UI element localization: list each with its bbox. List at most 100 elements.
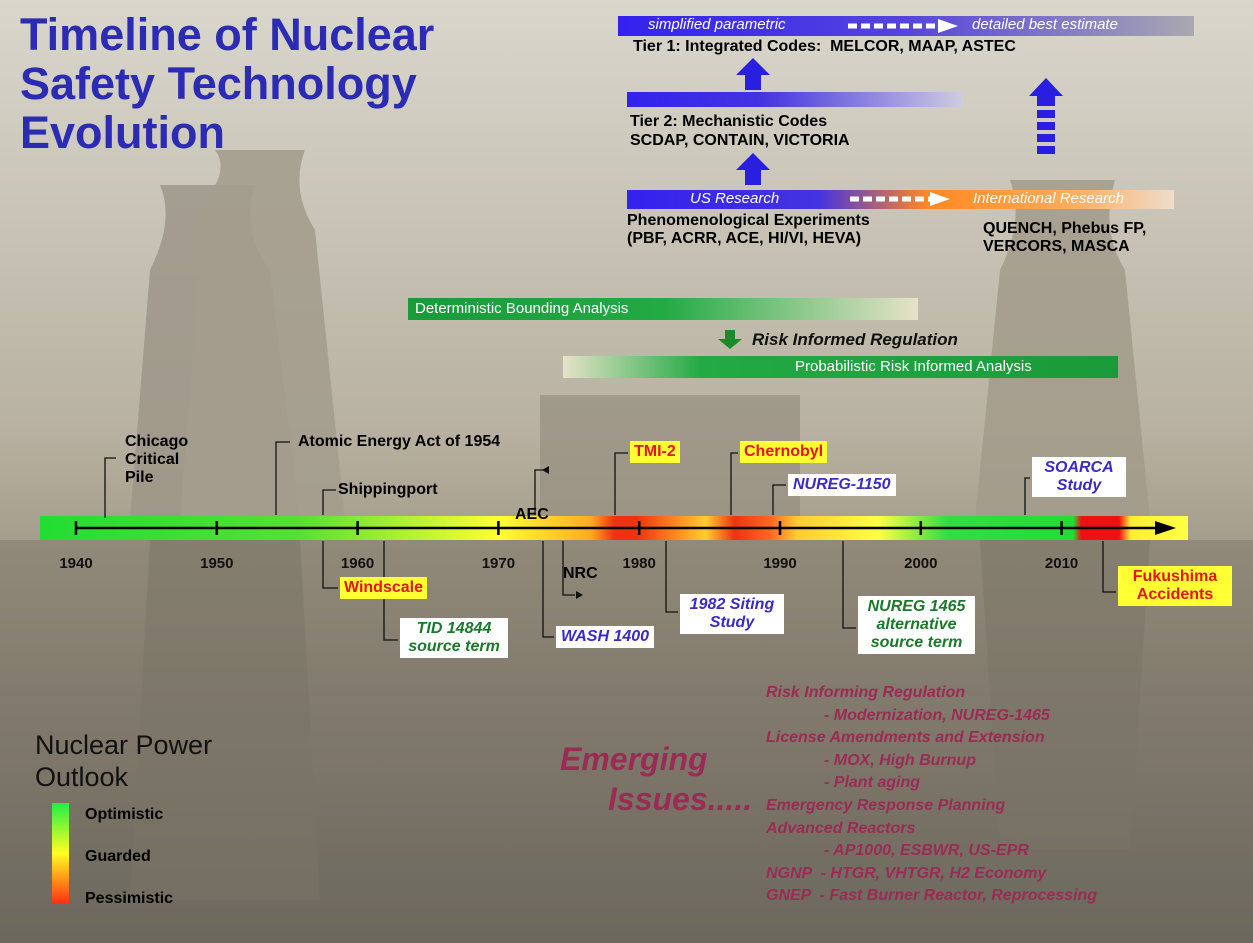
connector [542,541,554,638]
year-label: 2000 [904,555,938,572]
event-line: source term [408,637,500,655]
event-line: Study [1056,476,1102,494]
issue-line: Advanced Reactors [766,819,916,837]
legend-scale [52,803,69,903]
legend-item: Guarded [85,848,151,865]
year-label: 1980 [622,555,656,572]
tier1-label: Tier 1: Integrated Codes: MELCOR, MAAP, … [633,38,1016,55]
event-label: Pile [125,469,154,486]
research-bar [627,190,1174,209]
tier2-label: Tier 2: Mechanistic Codes [630,113,828,130]
connector [772,484,786,515]
legend-item: Optimistic [85,806,164,823]
dash [1037,122,1055,130]
event-line: SOARCA [1044,459,1114,476]
down-arrow [718,330,742,349]
tier2-bar [627,92,963,107]
event-label: NRC [563,565,598,582]
tick-group [74,521,1063,535]
issue-line: License Amendments and Extension [766,729,1045,747]
connector [322,489,336,515]
connector [842,541,856,629]
event-box: Windscale [340,577,427,599]
issue-line: Emergency Response Planning [766,797,1006,814]
event-line: alternative [876,615,957,633]
arrow-head [930,192,950,206]
year-label: 1940 [59,555,93,572]
issue-line: - AP1000, ESBWR, US-EPR [824,842,1029,860]
experiments-label: Phenomenological Experiments [627,212,870,229]
bar-label: Deterministic Bounding Analysis [415,300,629,317]
probabilistic-bar [563,356,1118,378]
legend-title: Outlook [35,762,129,792]
event-box: TMI-2 [630,441,680,463]
issue-line: - MOX, High Burnup [824,751,976,769]
experiments-label: (PBF, ACRR, ACE, HI/VI, HEVA) [627,230,862,247]
transition-label: Risk Informed Regulation [752,330,958,349]
event-box: SOARCA Study [1032,457,1126,497]
event-box: 1982 Siting Study [680,594,784,634]
connector [562,541,575,596]
legend-item: Pessimistic [85,890,174,907]
emerging-title: Issues..... [608,781,753,817]
arrow-head [938,19,958,33]
connector [1102,541,1116,593]
tier2-label: SCDAP, CONTAIN, VICTORIA [630,132,850,149]
year-label: 1960 [340,555,375,572]
axis-arrow [1155,521,1176,535]
legend-title: Nuclear Power [35,730,213,760]
event-box: TID 14844 source term [400,618,508,658]
connector [104,457,116,518]
event-line: NUREG 1465 [867,598,966,615]
international-label: QUENCH, Phebus FP, [983,220,1147,237]
event-line: TID 14844 [416,620,492,637]
connector [534,469,545,515]
arrow-head [576,591,583,599]
event-line: 1982 Siting [689,596,775,613]
dash [1037,146,1055,154]
year-label: 1950 [200,555,234,572]
event-line: Accidents [1136,585,1214,603]
dash [1037,110,1055,118]
connector [322,541,338,589]
deterministic-bar [408,298,918,320]
bar-label: detailed best estimate [972,16,1118,33]
dash [1037,134,1055,142]
event-box: Chernobyl [740,441,828,463]
event-box: WASH 1400 [556,626,655,648]
issue-line: Risk Informing Regulation [766,684,966,701]
year-label: 1970 [481,555,516,572]
title-line: Evolution [20,107,225,158]
connector [275,441,290,515]
up-arrow [736,153,770,185]
connectors [104,441,1116,641]
bar-label: International Research [973,190,1124,207]
bar-label: US Research [690,190,780,207]
event-line: source term [870,633,963,651]
international-label: VERCORS, MASCA [983,238,1130,255]
emerging-title: Emerging [560,741,708,777]
connector [1024,477,1030,515]
bar-label: Probabilistic Risk Informed Analysis [795,358,1032,375]
event-box: NUREG 1465 alternative source term [858,596,975,654]
title-line: Timeline of Nuclear [20,9,435,60]
event-label: Atomic Energy Act of 1954 [298,433,501,450]
issue-line: - Plant aging [824,774,920,792]
event-label: Critical [125,451,180,468]
up-arrow [736,58,770,90]
connector [383,541,398,641]
event-line: Study [709,613,755,631]
year-label: 1990 [763,555,797,572]
bar-label: simplified parametric [648,16,786,33]
issue-line: GNEP - Fast Burner Reactor, Reprocessing [766,887,1098,905]
connector [730,452,738,515]
up-arrow [1029,78,1063,106]
arrow-head [542,466,549,474]
event-line: Fukushima [1132,568,1218,585]
title-line: Safety Technology [20,58,417,109]
year-label: 2010 [1044,555,1079,572]
event-box: Fukushima Accidents [1118,566,1232,606]
event-box: NUREG-1150 [788,474,896,496]
issue-line: - Modernization, NUREG-1465 [824,706,1050,724]
